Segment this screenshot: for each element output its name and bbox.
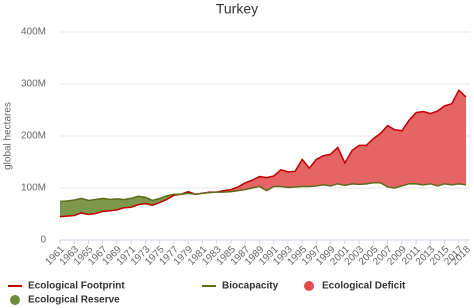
y-tick-label: 0 bbox=[40, 235, 46, 246]
series-line bbox=[59, 89, 467, 218]
deficit-area bbox=[60, 90, 466, 202]
legend-label: Biocapacity bbox=[222, 281, 279, 292]
y-tick-label: 200M bbox=[21, 131, 46, 142]
y-tick-label: 400M bbox=[21, 27, 46, 38]
legend-symbol bbox=[10, 295, 20, 305]
y-tick-label: 300M bbox=[21, 79, 46, 90]
y-axis-label: global hectares bbox=[3, 102, 14, 170]
chart-title: Turkey bbox=[216, 1, 258, 17]
y-tick-label: 100M bbox=[21, 183, 46, 194]
legend-label: Ecological Deficit bbox=[322, 281, 406, 292]
legend-label: Ecological Reserve bbox=[28, 295, 120, 306]
legend: Ecological Footprint Biocapacity Ecologica… bbox=[8, 281, 406, 306]
legend-label: Ecological Footprint bbox=[28, 281, 125, 292]
series-line bbox=[59, 182, 467, 203]
x-tick-label: 2018 bbox=[449, 244, 473, 268]
legend-symbol bbox=[304, 281, 314, 291]
